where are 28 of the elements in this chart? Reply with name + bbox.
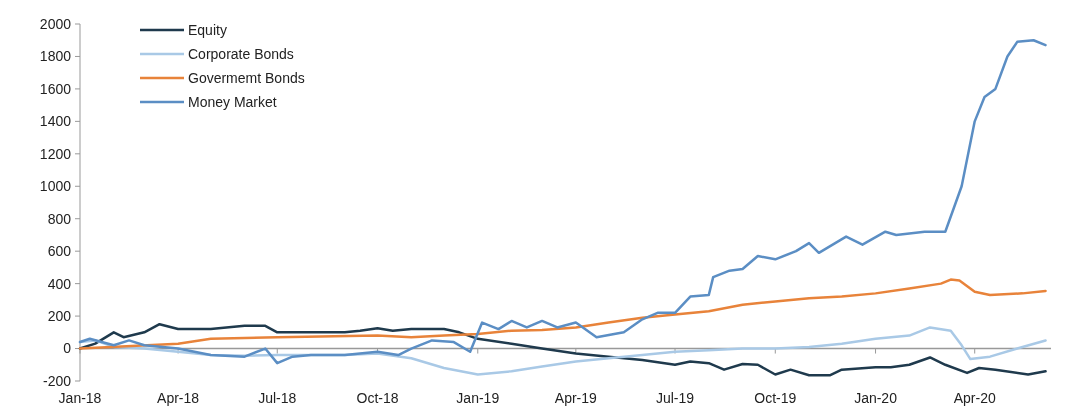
y-tick-label: 600 [47,243,72,260]
x-tick-label: Jul-19 [655,390,695,406]
y-tick-label: 1600 [39,80,72,97]
legend-label: Money Market [188,93,277,110]
legend-label: Equity [188,21,227,38]
x-tick-label: Oct-18 [356,390,399,406]
x-tick-label: Jan-18 [58,390,102,406]
x-tick-label: Apr-18 [157,390,200,406]
y-tick-label: 0 [63,340,72,357]
y-tick-label: 1400 [39,113,72,130]
x-tick-label: Oct-19 [754,390,797,406]
y-tick-label: -200 [42,372,72,389]
x-tick-label: Jul-18 [258,390,297,406]
y-tick-label: 1200 [39,145,72,162]
line-series [78,38,1047,365]
y-tick-label: 200 [47,307,72,324]
x-tick-label: Jan-19 [456,390,500,406]
y-tick-label: 2000 [39,15,72,32]
y-tick-label: 800 [47,210,72,227]
line-series [78,278,1047,350]
x-tick-label: Apr-19 [554,390,598,406]
y-tick-label: 1000 [39,178,72,195]
y-tick-label: 400 [47,275,72,292]
legend-label: Govermemt Bonds [188,69,305,86]
y-tick-label: 1800 [39,48,72,65]
x-tick-label: Apr-20 [953,390,996,406]
legend-label: Corporate Bonds [188,45,294,62]
x-tick-label: Jan-20 [854,390,898,406]
